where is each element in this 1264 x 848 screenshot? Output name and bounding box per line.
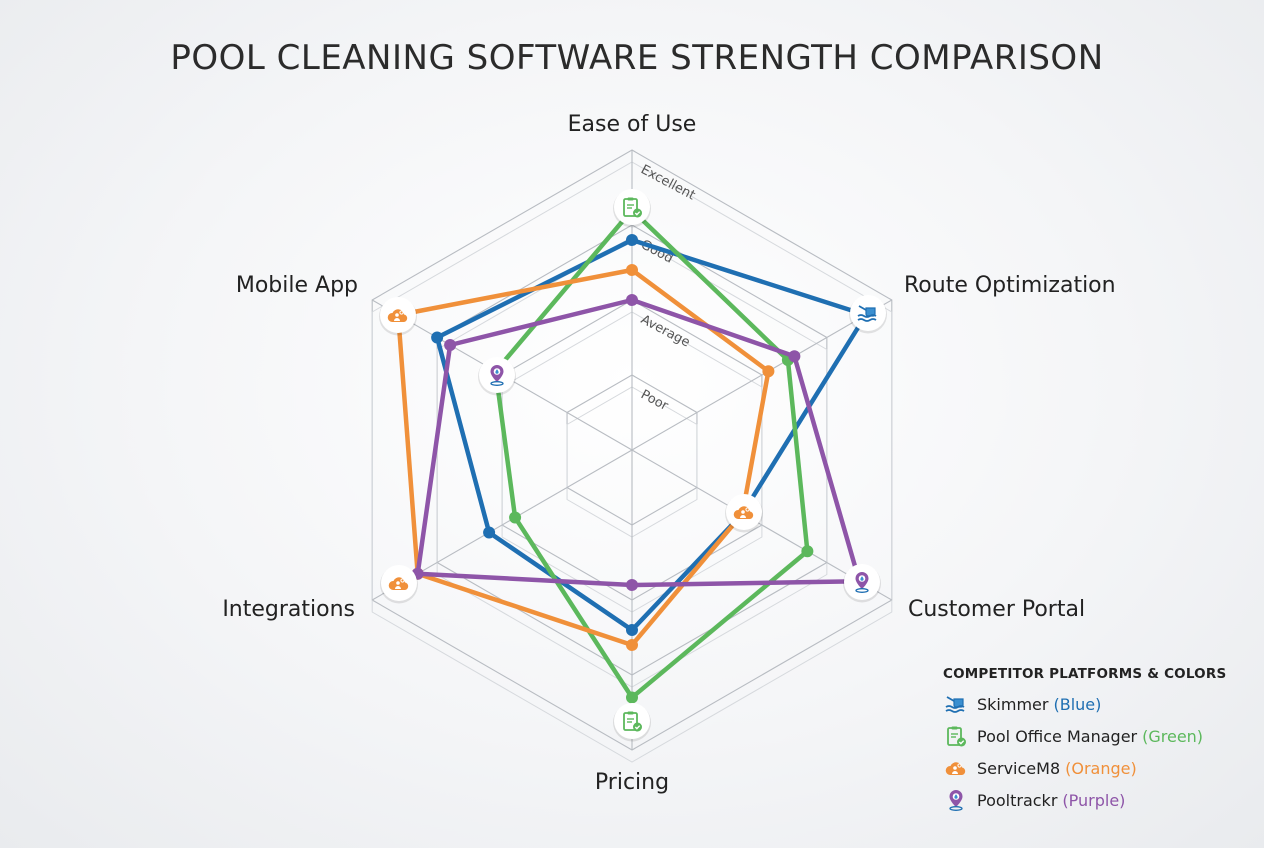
clipboard-check-icon — [613, 189, 651, 228]
legend-color-name: (Orange) — [1065, 758, 1137, 778]
series-servicem8 — [392, 264, 775, 651]
series-pooltrackr — [411, 294, 866, 591]
axis-label-route-optimization: Route Optimization — [904, 273, 1116, 298]
axis-label-customer-portal: Customer Portal — [908, 597, 1086, 622]
legend-label: Pooltrackr — [977, 790, 1058, 810]
cloud-people-icon — [380, 565, 418, 604]
clipboard-check-icon — [943, 723, 969, 749]
axis-label-integrations: Integrations — [222, 597, 355, 622]
legend-item-skimmer: Skimmer (Blue) — [943, 688, 1243, 720]
clipboard-check-icon — [613, 703, 651, 742]
chart-title: POOL CLEANING SOFTWARE STRENGTH COMPARIS… — [170, 38, 1104, 78]
legend-label: Pool Office Manager — [977, 726, 1138, 746]
legend-label: Skimmer — [977, 694, 1049, 714]
legend-color-name: (Purple) — [1062, 790, 1126, 810]
legend-color-name: (Green) — [1142, 726, 1204, 746]
cloud-people-icon — [725, 494, 763, 533]
cloud-people-icon — [379, 297, 417, 336]
pool-skimmer-icon — [943, 691, 969, 717]
legend-item-pool-office-manager: Pool Office Manager (Green) — [943, 720, 1243, 752]
cloud-people-icon — [943, 755, 969, 781]
legend-color-name: (Blue) — [1053, 694, 1102, 714]
location-pin-icon — [943, 787, 969, 813]
axis-label-pricing: Pricing — [594, 770, 670, 795]
location-pin-icon — [843, 564, 881, 603]
legend-title: COMPETITOR PLATFORMS & COLORS — [943, 666, 1227, 682]
location-pin-icon — [478, 357, 516, 396]
legend-item-servicem8: ServiceM8 (Orange) — [943, 752, 1243, 784]
level-label-poor: Poor — [638, 387, 671, 414]
legend: COMPETITOR PLATFORMS & COLORS Skimmer (B… — [943, 666, 1243, 816]
pool-skimmer-icon — [849, 295, 887, 334]
axis-label-ease-of-use: Ease of Use — [567, 112, 697, 137]
legend-item-pooltrackr: Pooltrackr (Purple) — [943, 784, 1243, 816]
radar-icons — [379, 189, 887, 742]
axis-label-mobile-app: Mobile App — [235, 273, 358, 298]
legend-label: ServiceM8 — [977, 758, 1061, 778]
